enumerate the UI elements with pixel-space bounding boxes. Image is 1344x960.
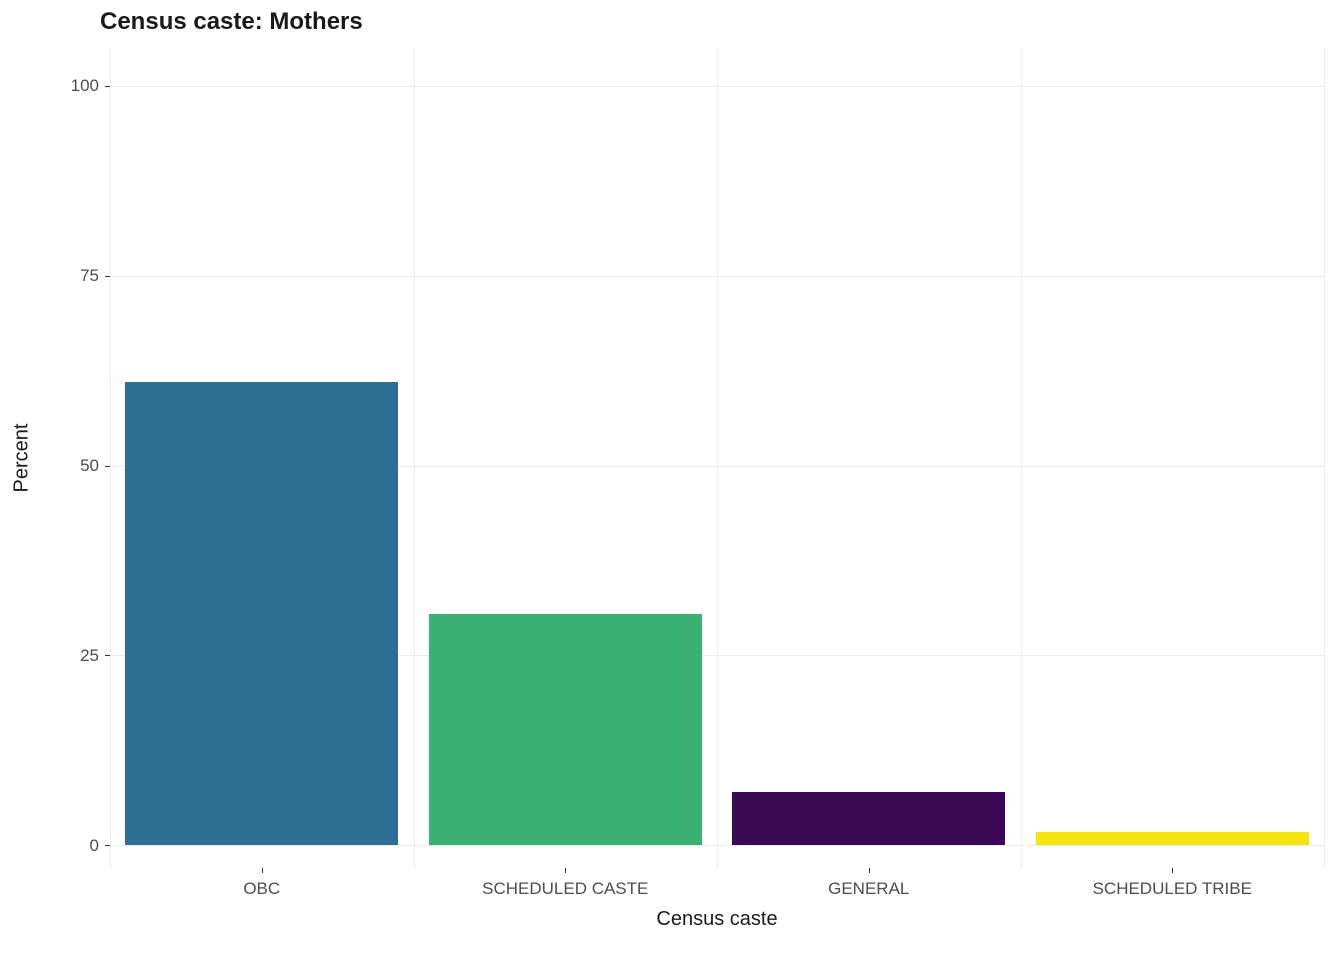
bar: [429, 614, 702, 846]
y-tick-label: 50: [80, 456, 99, 476]
plot-area: [110, 48, 1324, 868]
chart-container: Census caste: Mothers Percent Census cas…: [0, 0, 1344, 960]
y-tick: [105, 86, 110, 87]
y-tick: [105, 845, 110, 846]
x-tick: [565, 868, 566, 873]
bar: [1036, 832, 1309, 846]
x-tick-label: SCHEDULED CASTE: [482, 879, 648, 899]
grid-line-horizontal: [110, 86, 1324, 87]
x-tick-label: GENERAL: [828, 879, 909, 899]
x-tick-label: OBC: [243, 879, 280, 899]
grid-line-vertical: [414, 48, 415, 868]
grid-line-vertical: [1021, 48, 1022, 868]
grid-line-horizontal: [110, 276, 1324, 277]
grid-line-vertical: [110, 48, 111, 868]
y-tick: [105, 276, 110, 277]
chart-title: Census caste: Mothers: [100, 8, 363, 36]
x-tick: [869, 868, 870, 873]
x-tick: [1172, 868, 1173, 873]
x-tick-label: SCHEDULED TRIBE: [1093, 879, 1252, 899]
y-tick: [105, 466, 110, 467]
grid-line-horizontal: [110, 845, 1324, 846]
y-tick: [105, 655, 110, 656]
x-axis-title: Census caste: [656, 908, 777, 931]
y-tick-label: 100: [71, 76, 99, 96]
y-tick-label: 0: [90, 836, 99, 856]
x-tick: [262, 868, 263, 873]
y-tick-label: 75: [80, 266, 99, 286]
y-tick-label: 25: [80, 646, 99, 666]
bar: [125, 382, 398, 845]
bar: [732, 792, 1005, 845]
grid-line-vertical: [1324, 48, 1325, 868]
y-axis-title: Percent: [11, 424, 34, 493]
grid-line-vertical: [717, 48, 718, 868]
